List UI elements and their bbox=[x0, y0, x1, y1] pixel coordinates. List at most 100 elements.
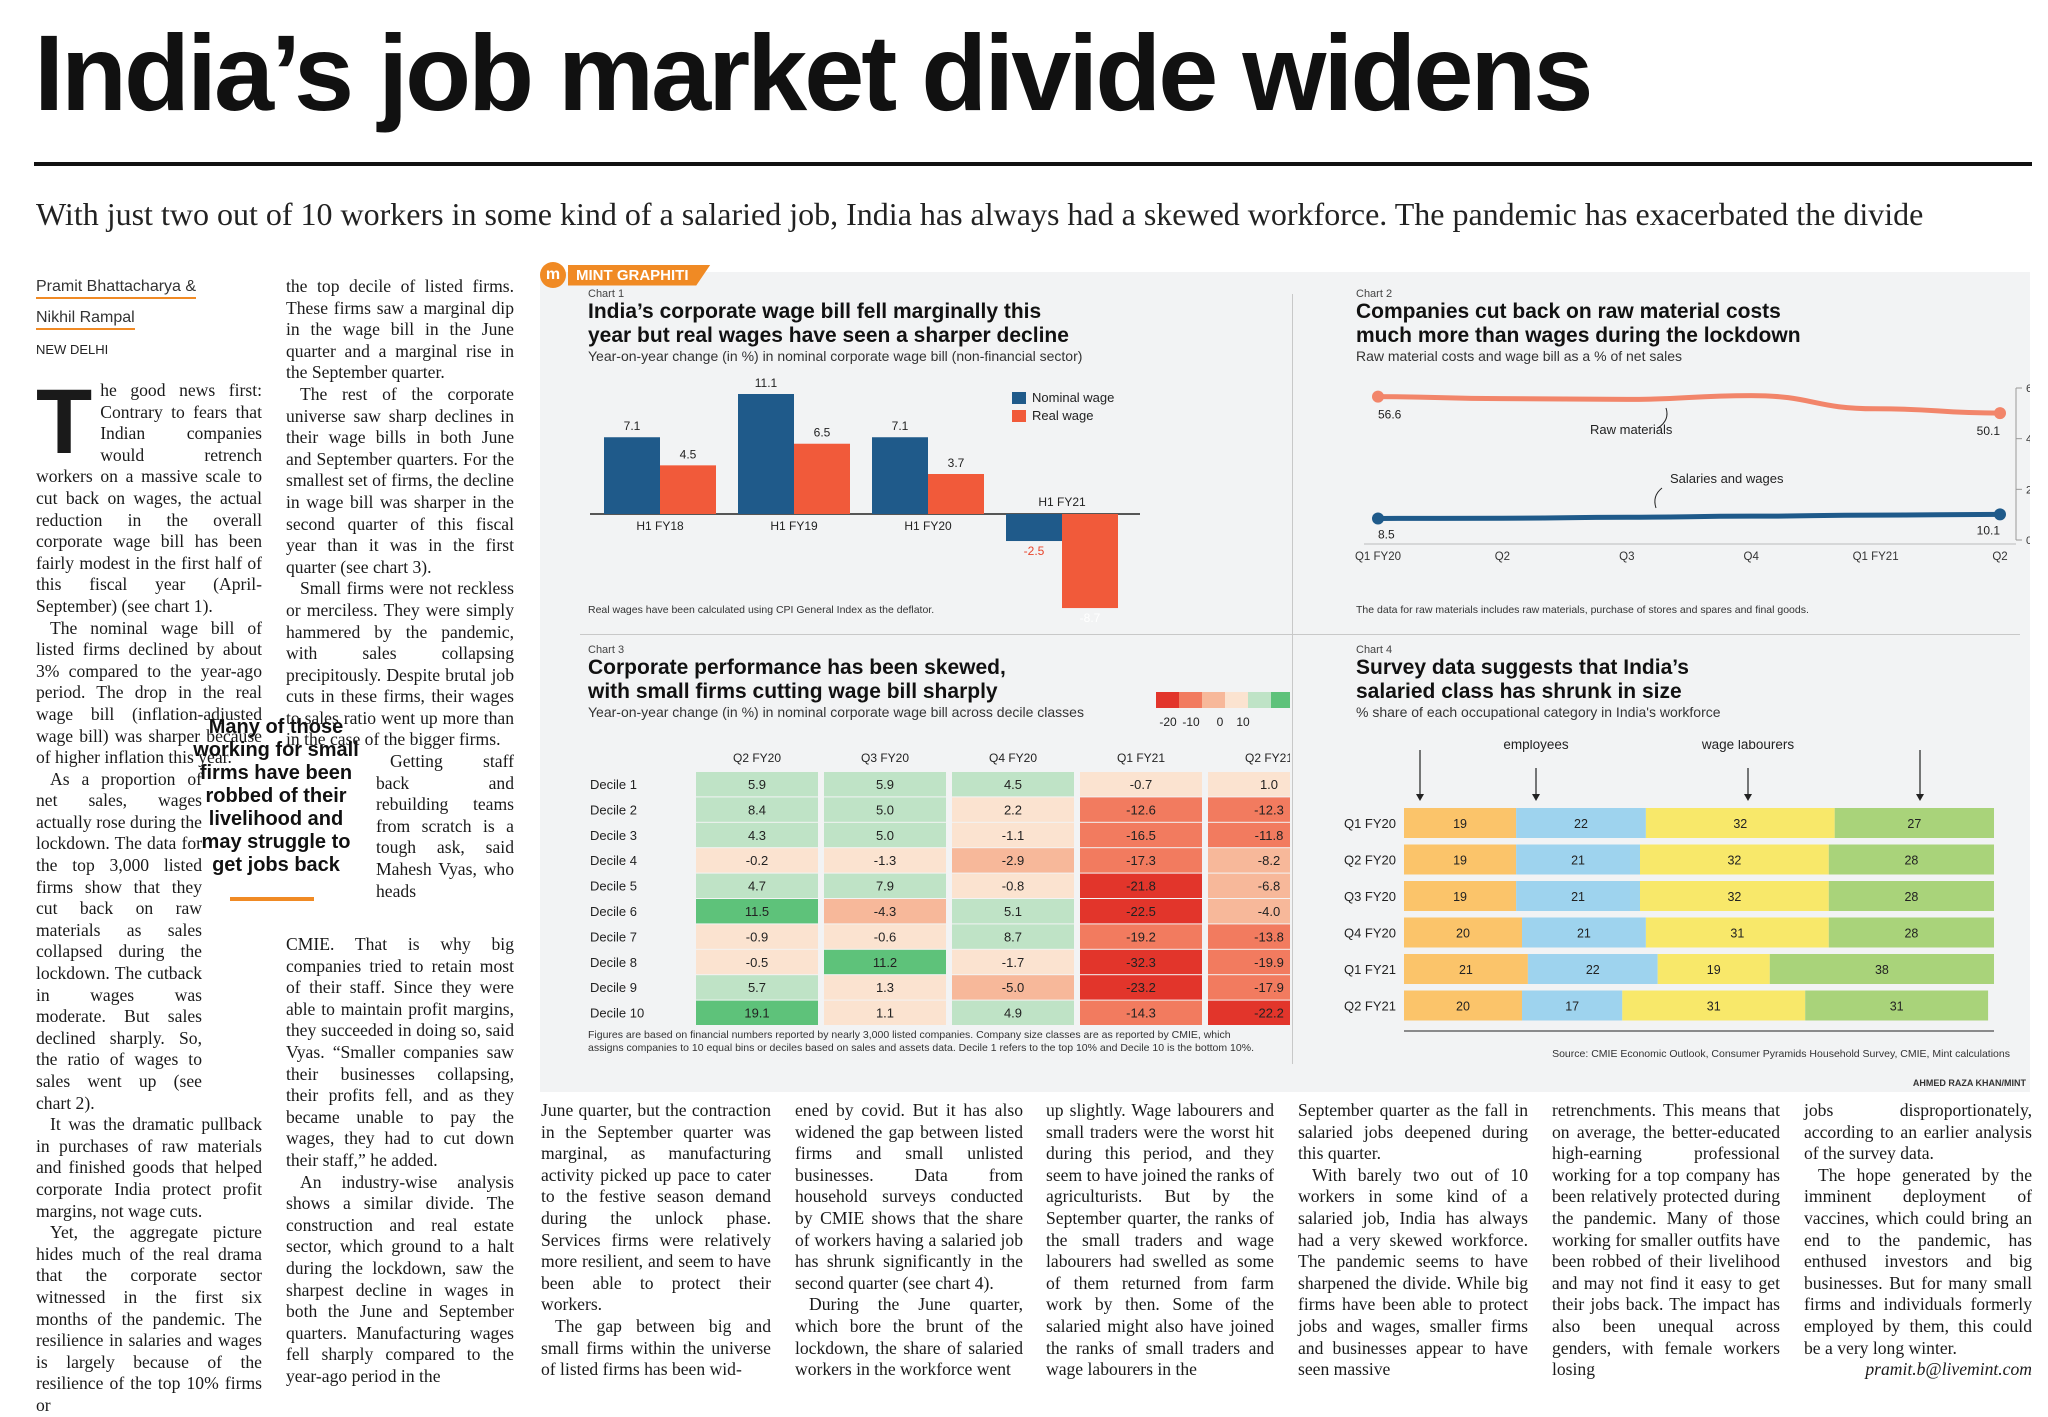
article-column-5: up slightly. Wage labourers and small tr… bbox=[1046, 1100, 1274, 1381]
chart4-bar-segment bbox=[1522, 917, 1646, 948]
chart3-cell bbox=[952, 873, 1074, 898]
chart3-note: Figures are based on financial numbers r… bbox=[588, 1029, 1254, 1055]
chart3-column-header: Q4 FY20 bbox=[989, 751, 1037, 765]
chart4-bar-segment bbox=[1404, 844, 1517, 875]
chart3-title-line1: Corporate performance has been skewed, bbox=[588, 656, 1006, 679]
chart3-cell bbox=[1080, 772, 1202, 797]
chart3-cell bbox=[696, 975, 818, 1000]
chart3-cell bbox=[1208, 873, 1290, 898]
article-paragraph: he good news first: Contrary to fears th… bbox=[36, 380, 262, 616]
chart3-cell-value: -12.3 bbox=[1254, 802, 1284, 817]
chart4-title-line1: Survey data suggests that India’s bbox=[1356, 656, 1689, 679]
chart3-column-header: Q3 FY20 bbox=[861, 751, 909, 765]
chart4-header: Chart 4 Survey data suggests that India’… bbox=[1356, 644, 2016, 720]
article-paragraph: As a proportion of net sales, wages actu… bbox=[36, 768, 202, 1113]
chart4-segment-label: 28 bbox=[1904, 927, 1918, 941]
chart3-cell-value: -17.9 bbox=[1254, 980, 1284, 995]
chart4-segment-label: 28 bbox=[1904, 890, 1918, 904]
chart2-series-line bbox=[1375, 393, 2003, 416]
chart2-start-point bbox=[1372, 512, 1384, 525]
chart1-legend-swatch bbox=[1012, 410, 1026, 422]
chart3-note-line2: assigns companies to 10 equal bins or de… bbox=[588, 1042, 1254, 1054]
chart4-bar-segment bbox=[1404, 917, 1522, 948]
chart4-segment-label: 19 bbox=[1453, 890, 1467, 904]
chart3-cell bbox=[1208, 924, 1290, 949]
chart4-segment-label: 22 bbox=[1586, 963, 1600, 977]
article-paragraph: retrenchments. This means that on averag… bbox=[1552, 1100, 1780, 1380]
chart2-start-label: 8.5 bbox=[1378, 527, 1395, 541]
chart2-x-tick-label: Q1 FY20 bbox=[1355, 551, 1401, 563]
chart3-cell bbox=[1080, 975, 1202, 1000]
chart1-bar bbox=[1062, 514, 1118, 609]
chart3-cell bbox=[1208, 822, 1290, 848]
chart3-cell bbox=[952, 975, 1074, 1000]
chart3-cell-value: -17.3 bbox=[1126, 853, 1156, 868]
byline: Pramit Bhattacharya & Nikhil Rampal NEW … bbox=[36, 276, 197, 357]
chart4-category-header: wage labourers bbox=[1701, 740, 1795, 752]
chart1-legend-label: Nominal wage bbox=[1032, 390, 1114, 405]
chart2-subtitle: Raw material costs and wage bill as a % … bbox=[1356, 348, 1683, 364]
chart4-segment-label: 20 bbox=[1456, 1000, 1470, 1014]
article-paragraph: The gap between big and small firms with… bbox=[541, 1315, 771, 1380]
chart3-scale-label: 0 bbox=[1217, 715, 1224, 729]
chart3-scale-label: 10 bbox=[1236, 715, 1250, 729]
chart3-cell-value: -23.2 bbox=[1126, 980, 1156, 995]
chart3-cell-value: -8.2 bbox=[1258, 853, 1280, 868]
chart4-segment-label: 21 bbox=[1459, 963, 1473, 977]
chart4-bar-segment bbox=[1834, 808, 1994, 838]
chart3-cell-value: -19.2 bbox=[1126, 929, 1156, 944]
chart1-title-line1: India’s corporate wage bill fell margina… bbox=[588, 300, 1042, 323]
chart4-row-label: Q2 FY21 bbox=[1344, 999, 1396, 1014]
chart3-cell-value: -22.5 bbox=[1126, 904, 1156, 919]
article-column-4: ened by covid. But it has also widened t… bbox=[795, 1100, 1023, 1381]
chart3-cell-value: 5.9 bbox=[748, 777, 766, 792]
chart4-segment-label: 31 bbox=[1730, 927, 1744, 941]
chart1-header: Chart 1 India’s corporate wage bill fell… bbox=[588, 288, 1288, 364]
chart4-segment-label: 32 bbox=[1727, 854, 1741, 868]
panel-divider-horizontal bbox=[580, 634, 2020, 635]
chart3-cell-value: -19.9 bbox=[1254, 955, 1284, 970]
graphic-source: Source: CMIE Economic Outlook, Consumer … bbox=[1552, 1048, 2010, 1060]
chart4-bar-segment bbox=[1640, 844, 1829, 875]
chart3-cell bbox=[696, 822, 818, 848]
chart4-category-header: employees bbox=[1503, 740, 1569, 752]
chart1-data-label: 6.5 bbox=[814, 426, 831, 440]
chart4-bar-segment bbox=[1645, 917, 1829, 948]
chart3-cell bbox=[696, 949, 818, 975]
chart4-segment-label: 31 bbox=[1707, 1000, 1721, 1014]
chart3-cell bbox=[1080, 797, 1202, 822]
article-paragraph: During the June quarter, which bore the … bbox=[795, 1294, 1023, 1380]
chart3-cell-value: 5.0 bbox=[876, 802, 894, 817]
chart4-segment-label: 28 bbox=[1904, 854, 1918, 868]
article-paragraph: up slightly. Wage labourers and small tr… bbox=[1046, 1100, 1274, 1380]
chart2-note: The data for raw materials includes raw … bbox=[1356, 604, 1809, 616]
chart3-title-line2: with small firms cutting wage bill sharp… bbox=[588, 680, 998, 703]
chart4-bar-segment bbox=[1516, 808, 1646, 838]
chart3-cell-value: 4.3 bbox=[748, 828, 766, 843]
chart3-cell bbox=[1080, 949, 1202, 975]
chart3-cell bbox=[696, 899, 818, 924]
chart4-row-label: Q4 FY20 bbox=[1344, 926, 1396, 941]
article-column-8: jobs disproportionately, according to an… bbox=[1804, 1100, 2032, 1381]
chart1-number: Chart 1 bbox=[588, 288, 625, 300]
chart2-y-tick-label: 0 bbox=[2026, 535, 2030, 547]
article-column-3: June quarter, but the contraction in the… bbox=[541, 1100, 771, 1381]
chart4-row-label: Q2 FY20 bbox=[1344, 853, 1396, 868]
chart3-cell-value: -21.8 bbox=[1126, 879, 1156, 894]
chart4-bar-segment bbox=[1828, 917, 1994, 948]
chart4-segment-label: 32 bbox=[1727, 890, 1741, 904]
mint-logo-icon: m bbox=[540, 262, 566, 288]
article-paragraph: The hope generated by the imminent deplo… bbox=[1804, 1164, 2032, 1358]
graphic-panel: m MINT GRAPHITI Chart 1 India’s corporat… bbox=[540, 262, 2030, 1092]
chart3-cell-value: -0.6 bbox=[874, 929, 896, 944]
chart4-subtitle: % share of each occupational category in… bbox=[1356, 704, 1721, 720]
chart3-cell bbox=[824, 1000, 946, 1025]
chart3-cell bbox=[824, 772, 946, 797]
chart3-cell bbox=[1208, 949, 1290, 975]
chart2-y-tick-label: 40 bbox=[2026, 434, 2030, 446]
graphic-credit: AHMED RAZA KHAN/MINT bbox=[1912, 1078, 2026, 1088]
chart4-segment-label: 20 bbox=[1456, 927, 1470, 941]
chart3-cell-value: -14.3 bbox=[1126, 1006, 1156, 1021]
chart3-cell-value: -5.0 bbox=[1002, 980, 1024, 995]
